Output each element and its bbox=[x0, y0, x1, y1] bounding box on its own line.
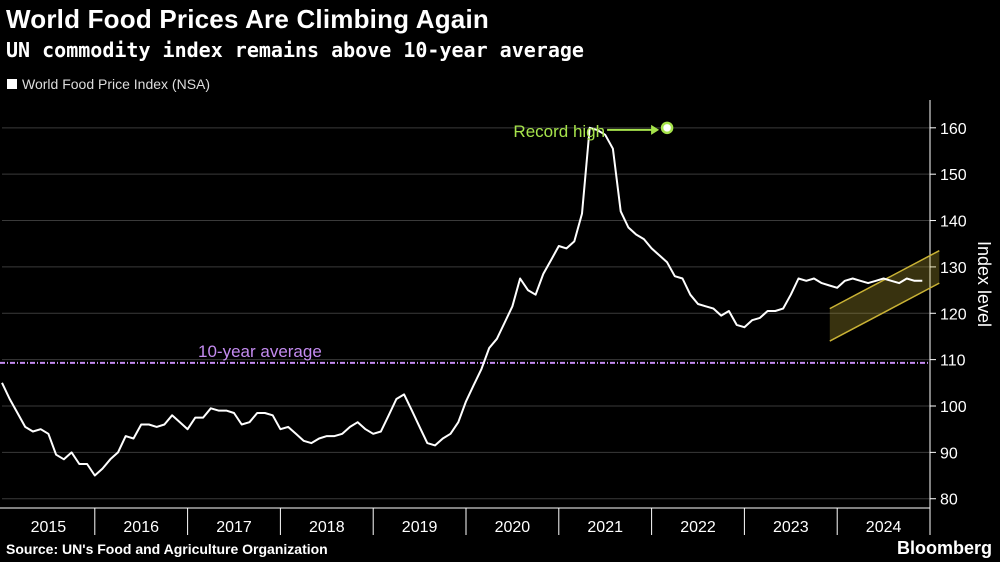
x-tick-label-2017: 2017 bbox=[216, 519, 252, 536]
x-tick-label-2023: 2023 bbox=[773, 519, 809, 536]
y-tick-label-160: 160 bbox=[940, 121, 967, 138]
chart-title: World Food Prices Are Climbing Again bbox=[6, 4, 489, 34]
x-tick-label-2024: 2024 bbox=[866, 519, 902, 536]
legend-swatch bbox=[7, 79, 17, 89]
x-tick-label-2021: 2021 bbox=[587, 519, 623, 536]
source-note: Source: UN's Food and Agriculture Organi… bbox=[6, 541, 328, 557]
series-line-food-price-index bbox=[1, 126, 923, 477]
record-high-marker bbox=[660, 121, 674, 135]
record-high-label: Record high bbox=[513, 122, 605, 141]
average-label: 10-year average bbox=[198, 342, 322, 361]
record-high-arrowhead bbox=[651, 124, 660, 135]
x-tick-label-2022: 2022 bbox=[680, 519, 716, 536]
y-tick-label-80: 80 bbox=[940, 492, 958, 509]
x-tick-label-2015: 2015 bbox=[31, 519, 67, 536]
x-tick-label-2018: 2018 bbox=[309, 519, 345, 536]
y-tick-label-140: 140 bbox=[940, 214, 967, 231]
bloomberg-logo: Bloomberg bbox=[896, 538, 992, 558]
series-layer: Record high bbox=[1, 121, 923, 477]
legend-label: World Food Price Index (NSA) bbox=[22, 76, 211, 92]
gridlines bbox=[2, 127, 930, 500]
y-tick-label-130: 130 bbox=[940, 260, 967, 277]
x-tick-label-2020: 2020 bbox=[495, 519, 531, 536]
legend: World Food Price Index (NSA) bbox=[7, 76, 210, 92]
y-tick-label-110: 110 bbox=[940, 353, 966, 370]
annotations: 10-year average bbox=[0, 250, 940, 364]
x-axis: 2015 2016 2017 2018 2019 2020 2021 2022 2023 2024 bbox=[0, 507, 931, 536]
x-tick-label-2016: 2016 bbox=[123, 519, 159, 536]
x-tick-label-2019: 2019 bbox=[402, 519, 438, 536]
trend-channel bbox=[829, 250, 940, 342]
y-axis-label: Index level bbox=[974, 241, 994, 327]
y-tick-label-120: 120 bbox=[940, 306, 967, 323]
y-tick-label-100: 100 bbox=[940, 399, 967, 416]
y-tick-label-90: 90 bbox=[940, 445, 958, 462]
y-axis: 80 90 100 110 120 130 140 150 160 Index level bbox=[929, 100, 994, 509]
y-tick-label-150: 150 bbox=[940, 167, 967, 184]
trend-channel-lower bbox=[829, 282, 940, 342]
chart-subtitle: UN commodity index remains above 10-year… bbox=[6, 38, 584, 62]
